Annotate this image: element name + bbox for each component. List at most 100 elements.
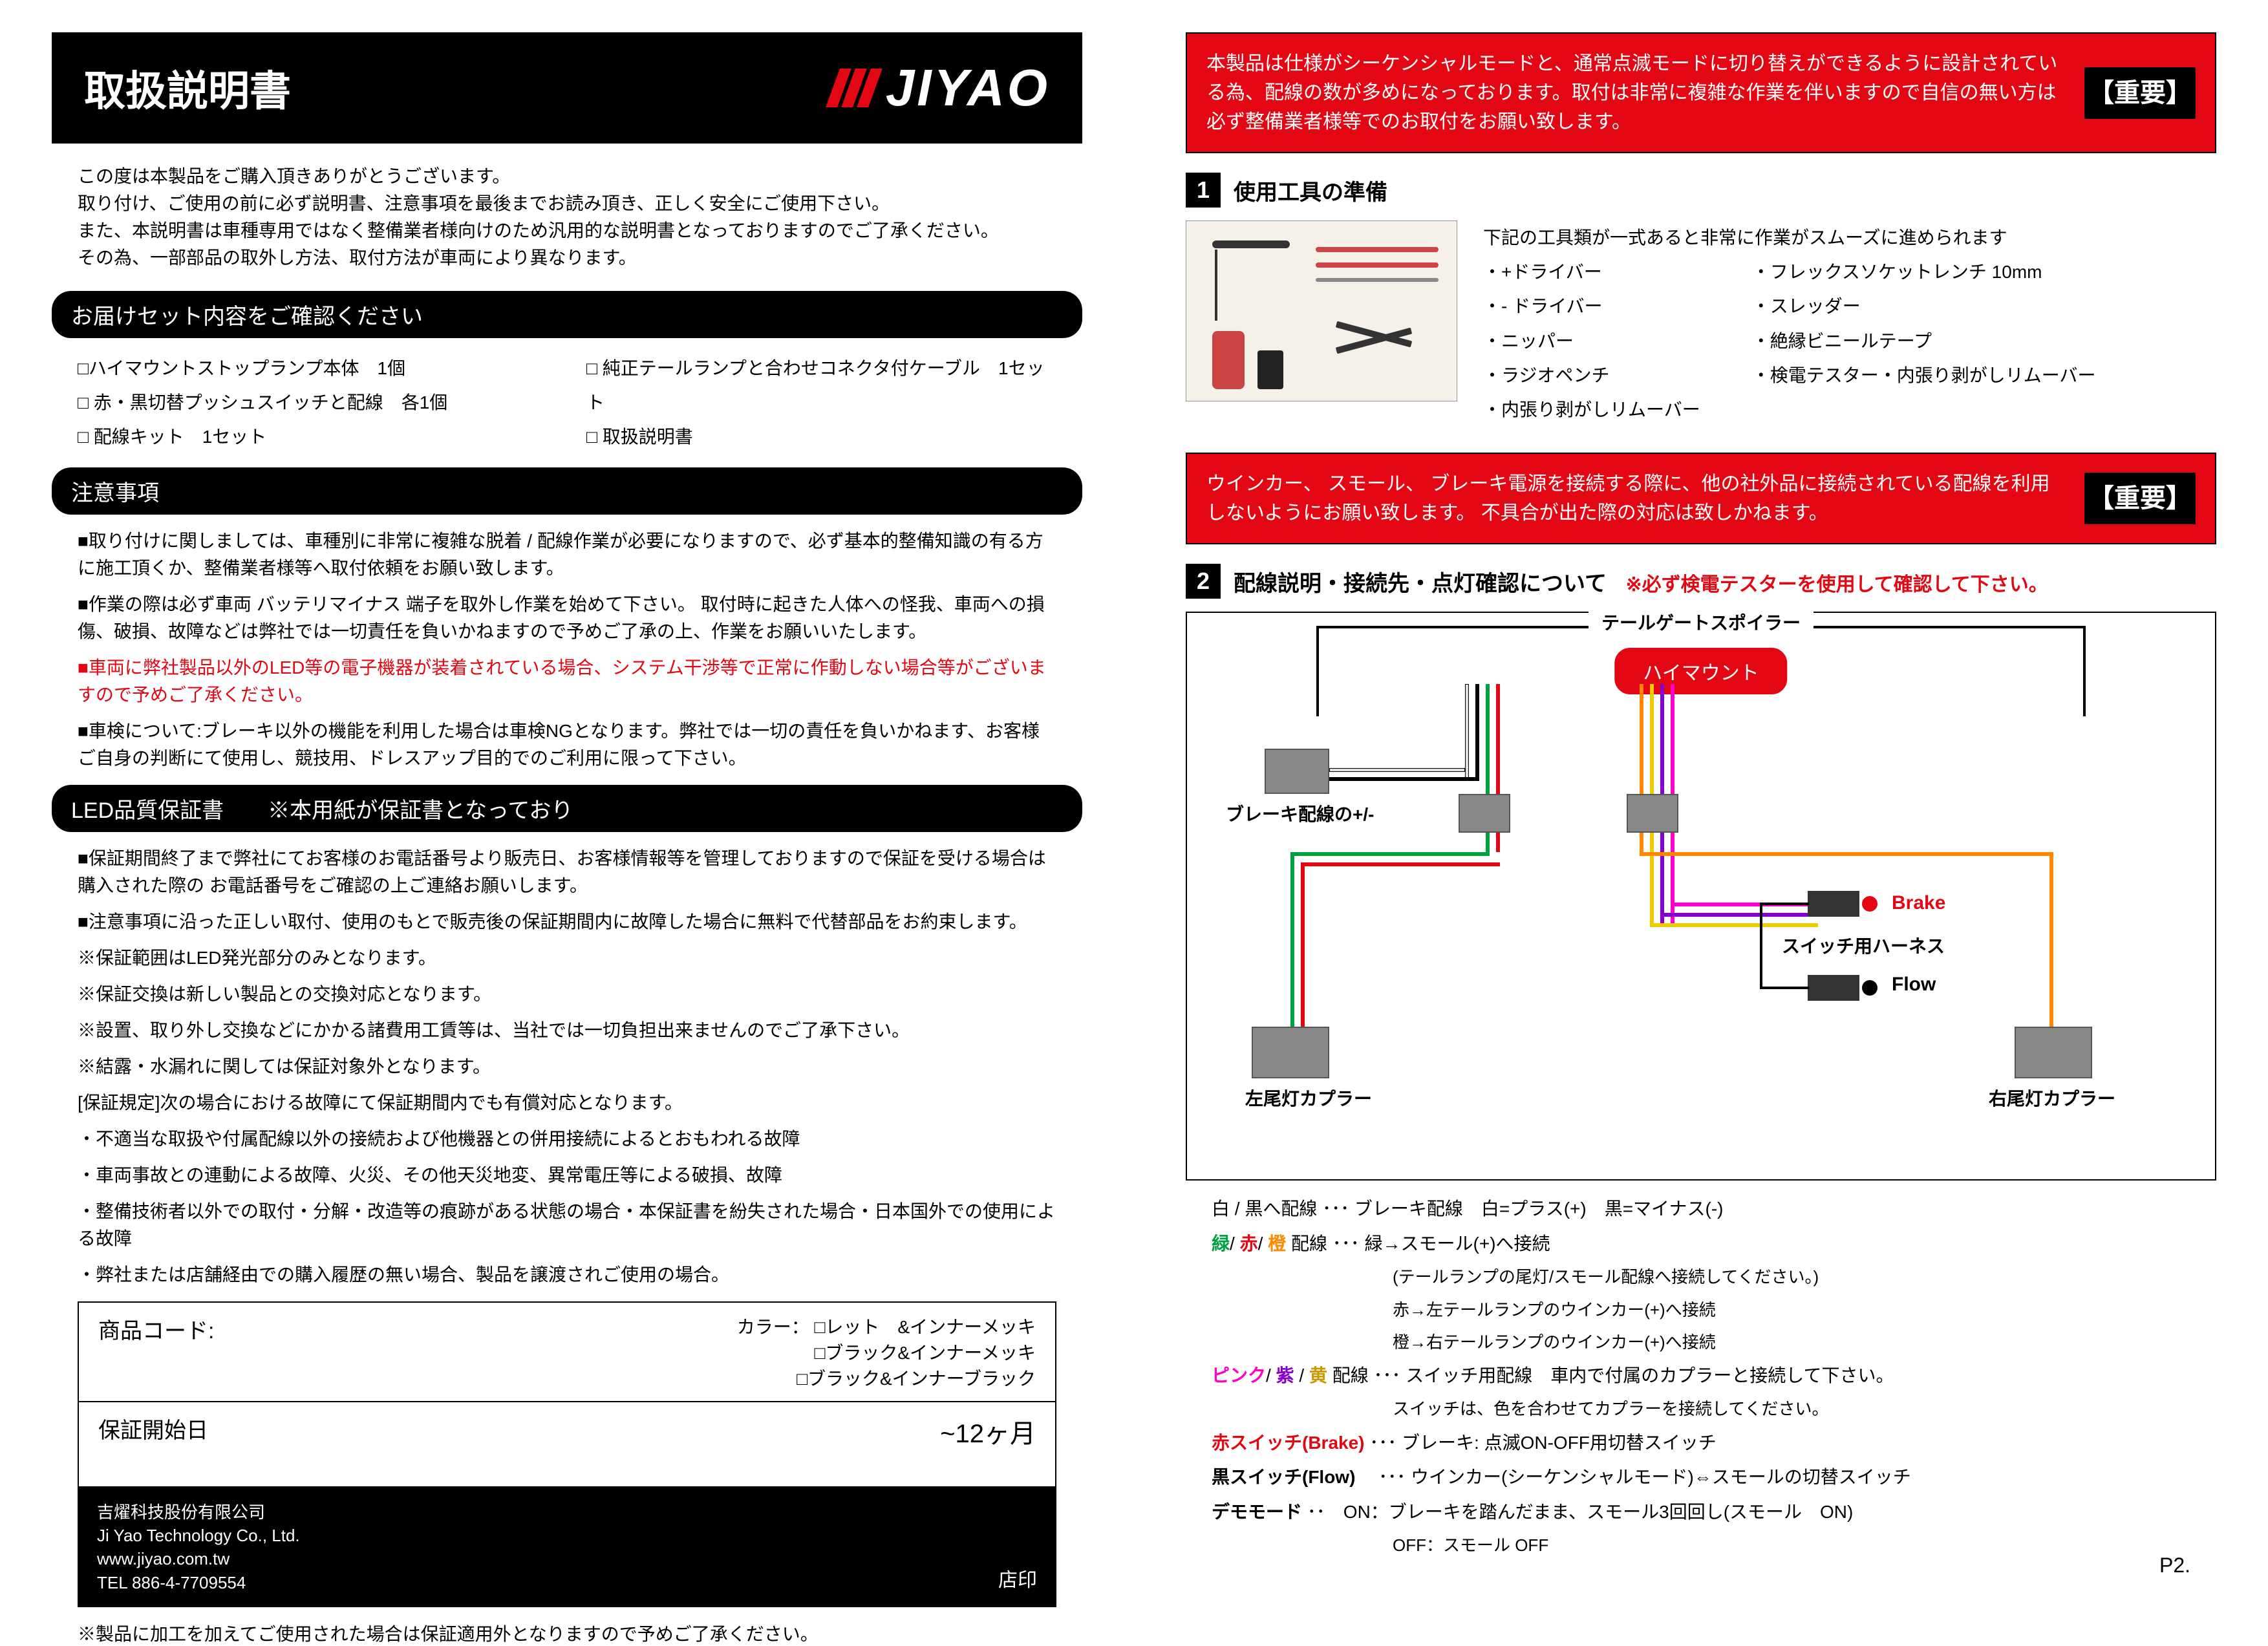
company-url: www.jiyao.com.tw [97, 1547, 300, 1570]
wire-purple-h [1660, 913, 1818, 917]
left-coupler-label: 左尾灯カプラー [1245, 1085, 1372, 1111]
color-label: カラー： [737, 1317, 809, 1337]
checklist-item: □ハイマウントストップランプ本体 1個 [78, 351, 548, 385]
warranty-notes: ■保証期間終了まで弊社にてお客様のお電話番号より販売日、お客様情報等を管理してお… [78, 845, 1056, 1288]
legend-text: ･･ ON：ブレーキを踏んだまま、スモール3回回し(スモール ON) [1307, 1502, 1854, 1522]
important-box-2: ウインカー、 スモール、 ブレーキ電源を接続する際に、他の社外品に接続されている… [1186, 453, 2216, 544]
warranty-period: ~12ヶ月 [208, 1413, 1036, 1476]
brake-switch-label: Brake [1892, 892, 1945, 914]
important-box-1: 本製品は仕様がシーケンシャルモードと、通常点滅モードに切り替えができるように設計… [1186, 32, 2216, 153]
wire-green-h [1290, 852, 1490, 856]
note-item: ■取り付けに関しましては、車種別に非常に複雑な脱着 / 配線作業が必要になります… [78, 528, 1056, 582]
tool-item: ・内張り剥がしリムーバー [1483, 392, 1700, 427]
color-option: □ブラック&インナーブラック [797, 1369, 1036, 1389]
tool-item: ・+ドライバー [1483, 255, 1700, 289]
brake-connector [1265, 749, 1329, 794]
step-1-title: 使用工具の準備 [1234, 175, 1387, 206]
warranty-table: 商品コード: カラー： □レット &インナーメッキ □ブラック&インナーメッキ … [78, 1301, 1056, 1488]
flow-dot [1862, 980, 1878, 996]
note-item: ■作業の際は必ず車両 バッテリマイナス 端子を取外し作業を始めて下さい。 取付時… [78, 591, 1056, 645]
company-box: 吉燿科技股份有限公司 Ji Yao Technology Co., Ltd. w… [78, 1488, 1056, 1608]
checklist-item: □ 配線キット 1セット [78, 420, 548, 454]
color-option: □ブラック&インナーメッキ [815, 1343, 1036, 1363]
legend-text: ･･･ ウインカー(シーケンシャルモード)⇔スモールの切替スイッチ [1360, 1467, 1911, 1487]
flow-switch-legend: 黒スイッチ(Flow) [1212, 1467, 1355, 1487]
legend-sub: OFF：スモール OFF [1393, 1531, 2190, 1559]
note-red: ■車両に弊社製品以外のLED等の電子機器が装着されている場合、システム干渉等で正… [78, 654, 1056, 709]
wire-yellow-h [1650, 923, 1818, 927]
intro-line: また、本説明書は車種専用ではなく整備業者様向けのため汎用的な説明書となっておりま… [78, 217, 1082, 244]
checklist-item: □ 赤・黒切替プッシュスイッチと配線 各1個 [78, 385, 548, 420]
redbox-text: ウインカー、 スモール、 ブレーキ電源を接続する際に、他の社外品に接続されている… [1206, 469, 2065, 528]
company-tel: TEL 886-4-7709554 [97, 1571, 300, 1594]
step-2-header: 2 配線説明・接続先・点灯確認について ※必ず検電テスターを使用して確認して下さ… [1186, 564, 2216, 599]
step-number-icon: 1 [1186, 173, 1221, 208]
brake-switch-legend: 赤スイッチ(Brake) [1212, 1433, 1364, 1453]
tool-item: ・フレックスソケットレンチ 10mm [1752, 255, 2096, 289]
warranty-row-code: 商品コード: カラー： □レット &インナーメッキ □ブラック&インナーメッキ … [79, 1303, 1055, 1402]
spoiler-left-line [1316, 626, 1319, 716]
driver-thin-icon [1316, 278, 1439, 282]
legend-line: デモモード ･･ ON：ブレーキを踏んだまま、スモール3回回し(スモール ON) [1212, 1497, 2190, 1528]
demo-mode-legend: デモモード [1212, 1502, 1302, 1522]
checklist-item: □ 取扱説明書 [586, 420, 1056, 454]
note-item: ※設置、取り外し交換などにかかる諸費用工賃等は、当社では一切負担出来ませんのでご… [78, 1017, 1056, 1044]
yellow-label: 黄 [1309, 1365, 1327, 1385]
flow-switch-label: Flow [1892, 974, 1936, 996]
driver-icon [1316, 262, 1439, 268]
harness-line [1760, 903, 1809, 905]
tools-col2: ・フレックスソケットレンチ 10mm ・スレッダー ・絶縁ビニールテープ ・検電… [1752, 255, 2096, 427]
important-tag: 【重要】 [2084, 67, 2196, 119]
driver-red-icon [1316, 247, 1439, 252]
switch-coupler-flow [1808, 975, 1859, 1001]
legend-sub: (テールランプの尾灯/スモール配線へ接続してください。) [1393, 1263, 2190, 1291]
tool-item: ・スレッダー [1752, 289, 2096, 323]
red-label: 赤 [1240, 1234, 1258, 1254]
wiring-legend: 白 / 黒へ配線 ･･･ ブレーキ配線 白=プラス(+) 黒=マイナス(-) 緑… [1212, 1193, 2190, 1560]
wire-white-h [1329, 768, 1465, 772]
header-black: 取扱説明書 JIYAO [52, 32, 1082, 144]
legend-text: 配線 ･･･ 緑→スモール(+)へ接続 [1291, 1234, 1550, 1254]
legend-line: 緑/ 赤/ 橙 配線 ･･･ 緑→スモール(+)へ接続 [1212, 1228, 2190, 1259]
checklist-col-1: □ハイマウントストップランプ本体 1個 □ 赤・黒切替プッシュスイッチと配線 各… [78, 351, 548, 454]
note-item: ■保証期間終了まで弊社にてお客様のお電話番号より販売日、お客様情報等を管理してお… [78, 845, 1056, 899]
logo-chevrons-icon [833, 69, 879, 107]
tool-item: ・検電テスター・内張り剥がしリムーバー [1752, 358, 2096, 392]
switch-coupler-brake [1808, 891, 1859, 917]
page-2: 本製品は仕様がシーケンシャルモードと、通常点滅モードに切り替えができるように設計… [1134, 0, 2268, 1603]
wire-white [1465, 684, 1469, 781]
important-tag: 【重要】 [2084, 473, 2196, 524]
legend-text: ･･･ ブレーキ: 点滅ON-OFF用切替スイッチ [1369, 1433, 1717, 1453]
tools-intro: 下記の工具類が一式あると非常に作業がスムーズに進められます [1483, 220, 2216, 255]
pink-label: ピンク [1212, 1365, 1266, 1385]
legend-line: 黒スイッチ(Flow) ･･･ ウインカー(シーケンシャルモード)⇔スモールの切… [1212, 1462, 2190, 1493]
note-item: ・車両事故との連動による故障、火災、その他天災地変、異常電圧等による破損、故障 [78, 1162, 1056, 1189]
legend-line: 白 / 黒へ配線 ･･･ ブレーキ配線 白=プラス(+) 黒=マイナス(-) [1212, 1193, 2190, 1224]
note-item: ・整備技術者以外での取付・分解・改造等の痕跡がある状態の場合・本保証書を紛失され… [78, 1198, 1056, 1252]
warranty-start-label: 保証開始日 [98, 1413, 208, 1476]
step2-title-text: 配線説明・接続先・点灯確認について [1234, 572, 1607, 596]
intro-line: 取り付け、ご使用の前に必ず説明書、注意事項を最後までお読み頂き、正しく安全にご使… [78, 190, 1082, 217]
logo-text: JIYAO [886, 58, 1050, 118]
tools-photo [1186, 220, 1457, 401]
step-1-header: 1 使用工具の準備 [1186, 173, 2216, 208]
page-number-2: P2. [2159, 1554, 2190, 1577]
checklist-col-2: □ 純正テールランプと合わせコネクタ付ケーブル 1セット □ 取扱説明書 [586, 351, 1056, 454]
company-info: 吉燿科技股份有限公司 Ji Yao Technology Co., Ltd. w… [97, 1501, 300, 1595]
note-item: ・不適当な取扱や付属配線以外の接続および他機器との併用接続によるとおもわれる故障 [78, 1126, 1056, 1153]
spoiler-right-line [2083, 626, 2086, 716]
redbox-text: 本製品は仕様がシーケンシャルモードと、通常点滅モードに切り替えができるように設計… [1206, 49, 2065, 136]
intro-line: この度は本製品をご購入頂きありがとうございます。 [78, 163, 1082, 190]
legend-sub: 橙→右テールランプのウインカー(+)へ接続 [1393, 1328, 2190, 1356]
tool-item: ・- ドライバー [1483, 289, 1700, 323]
right-coupler-label: 右尾灯カプラー [1989, 1085, 2115, 1111]
step-2-title: 配線説明・接続先・点灯確認について ※必ず検電テスターを使用して確認して下さい。 [1234, 566, 2048, 597]
brake-dot [1862, 896, 1878, 912]
note-item: ■注意事項に沿った正しい取付、使用のもとで販売後の保証期間内に故障した場合に無料… [78, 908, 1056, 935]
color-option: □レット &インナーメッキ [815, 1317, 1036, 1337]
notes: ■取り付けに関しましては、車種別に非常に複雑な脱着 / 配線作業が必要になります… [78, 528, 1056, 772]
white-black-label: 白 / 黒へ配線 ･･･ [1212, 1199, 1349, 1219]
post-note: ※製品に加工を加えてご使用された場合は保証適用外となりますので予めご了承ください… [78, 1620, 1056, 1646]
section-notes-bar: 注意事項 [52, 467, 1082, 515]
mid-connector-left [1459, 794, 1510, 833]
